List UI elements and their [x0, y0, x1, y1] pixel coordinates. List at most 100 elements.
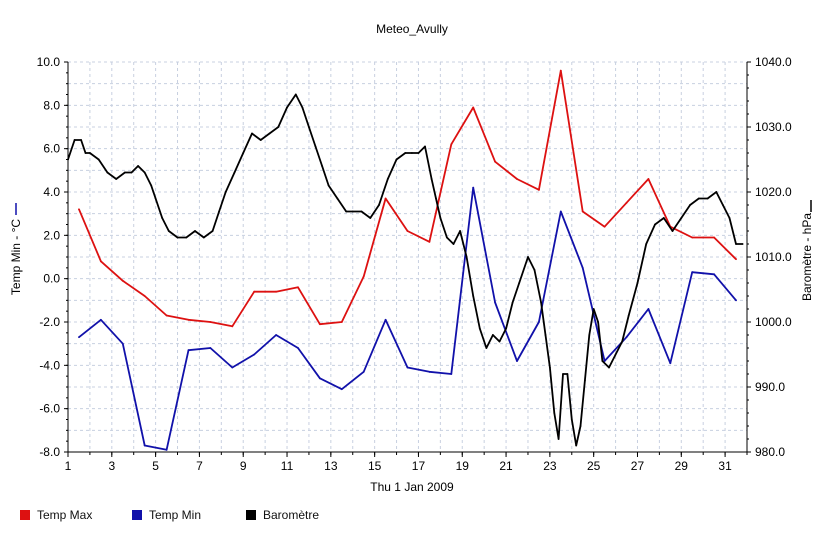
legend-swatch-barometre — [246, 510, 256, 520]
data-point-temp-max — [362, 275, 365, 278]
data-point-temp-max — [253, 290, 256, 293]
data-point-barom-tre — [465, 256, 468, 258]
y-axis-label-left: Temp Min - °C — [9, 219, 23, 295]
x-axis: 1 3 5 7 9 11 13 15 17 19 21 23 25 27 29 31 — [65, 452, 748, 473]
x-axis-tick-label: 9 — [240, 459, 247, 473]
x-axis-label: Thu 1 Jan 2009 — [370, 480, 454, 494]
legend: Temp Max Temp Min Baromètre — [0, 508, 825, 532]
data-point-barom-tre — [351, 210, 354, 213]
data-point-barom-tre — [680, 217, 683, 219]
grid — [67, 61, 748, 453]
data-point-barom-tre — [722, 204, 724, 206]
left-axis-tick-label: 0.0 — [43, 272, 60, 286]
data-point-barom-tre — [452, 243, 455, 245]
data-point-temp-max — [297, 286, 299, 289]
data-point-barom-tre — [492, 334, 494, 336]
data-point-temp-max — [143, 295, 146, 297]
data-point-barom-tre — [446, 236, 448, 239]
legend-label-barometre: Baromètre — [263, 508, 320, 522]
x-axis-tick-label: 29 — [675, 459, 689, 473]
data-point-barom-tre — [360, 210, 363, 213]
data-point-barom-tre — [697, 197, 700, 200]
data-point-barom-tre — [566, 373, 569, 375]
data-point-barom-tre — [562, 373, 564, 375]
left-axis-tick-label: -6.0 — [39, 402, 60, 416]
data-point-barom-tre — [601, 360, 604, 362]
data-point-temp-min — [428, 370, 431, 373]
right-axis: 1040.0 1030.0 1020.0 1010.0 1000.0 990.0 980.0 — [747, 55, 792, 459]
data-point-barom-tre — [150, 184, 153, 187]
data-point-barom-tre — [636, 282, 639, 284]
data-point-temp-min — [559, 210, 562, 213]
data-point-barom-tre — [533, 269, 536, 271]
data-point-temp-min — [253, 353, 256, 356]
data-point-barom-tre — [689, 204, 691, 206]
left-axis-tick-label: -4.0 — [39, 358, 60, 372]
data-point-barom-tre — [327, 184, 330, 187]
data-point-barom-tre — [592, 308, 595, 310]
right-axis-tick-label: 1020.0 — [755, 185, 792, 199]
left-axis-tick-label: -8.0 — [39, 445, 60, 459]
data-point-temp-min — [99, 318, 102, 321]
data-point-temp-min — [581, 266, 584, 269]
data-point-temp-max — [494, 160, 497, 163]
data-point-barom-tre — [115, 178, 118, 180]
data-point-temp-max — [691, 236, 694, 239]
legend-item-temp-min: Temp Min — [132, 508, 201, 522]
data-point-barom-tre — [286, 106, 288, 109]
data-point-temp-max — [121, 279, 124, 282]
data-point-barom-tre — [73, 139, 76, 141]
data-point-temp-min — [494, 301, 497, 304]
data-point-temp-max — [735, 258, 737, 261]
data-point-barom-tre — [614, 353, 617, 356]
x-axis-tick-label: 31 — [718, 459, 732, 473]
data-point-barom-tre — [579, 425, 582, 427]
data-point-temp-max — [472, 106, 475, 109]
x-axis-tick-label: 25 — [587, 459, 601, 473]
legend-swatch-temp-max — [20, 510, 30, 520]
data-point-temp-max — [340, 321, 343, 323]
data-point-temp-min — [406, 366, 409, 369]
data-point-barom-tre — [715, 191, 718, 193]
data-point-barom-tre — [575, 444, 578, 447]
data-point-barom-tre — [597, 321, 599, 323]
legend-swatch-temp-min — [132, 510, 142, 520]
right-axis-tick-label: 990.0 — [755, 380, 785, 394]
data-point-barom-tre — [588, 334, 591, 336]
data-point-barom-tre — [584, 379, 586, 382]
data-point-temp-max — [165, 314, 168, 317]
legend-item-temp-max: Temp Max — [20, 508, 92, 522]
data-point-temp-min — [384, 318, 387, 321]
right-axis-tick-label: 980.0 — [755, 445, 785, 459]
data-point-barom-tre — [671, 230, 674, 232]
data-point-temp-max — [428, 240, 431, 243]
right-axis-tick-label: 1010.0 — [755, 250, 792, 264]
data-point-barom-tre — [345, 210, 348, 213]
data-point-barom-tre — [505, 327, 507, 330]
data-point-temp-min — [121, 342, 124, 345]
data-point-barom-tre — [233, 171, 236, 174]
data-point-barom-tre — [557, 438, 560, 440]
data-point-temp-max — [231, 325, 234, 328]
data-point-barom-tre — [336, 197, 339, 200]
data-point-barom-tre — [308, 126, 310, 128]
data-point-temp-min — [275, 334, 277, 336]
data-point-temp-max — [384, 197, 387, 200]
data-point-barom-tre — [527, 256, 529, 258]
data-point-barom-tre — [706, 197, 709, 200]
data-point-temp-max — [187, 318, 190, 321]
data-point-barom-tre — [459, 230, 461, 232]
left-axis: 10.0 8.0 6.0 4.0 2.0 0.0 -2.0 -4.0 -6.0 -8.0 — [37, 55, 68, 459]
data-point-barom-tre — [485, 347, 488, 349]
data-point-temp-max — [581, 210, 584, 213]
data-point-temp-max — [99, 260, 102, 263]
data-point-barom-tre — [548, 366, 551, 369]
data-point-barom-tre — [321, 165, 323, 167]
data-point-temp-max — [559, 69, 562, 72]
data-point-temp-min — [231, 366, 234, 369]
data-point-barom-tre — [540, 301, 543, 304]
x-axis-tick-label: 19 — [456, 459, 470, 473]
data-point-temp-max — [450, 143, 453, 146]
data-point-barom-tre — [386, 178, 389, 180]
data-point-barom-tre — [627, 314, 630, 317]
